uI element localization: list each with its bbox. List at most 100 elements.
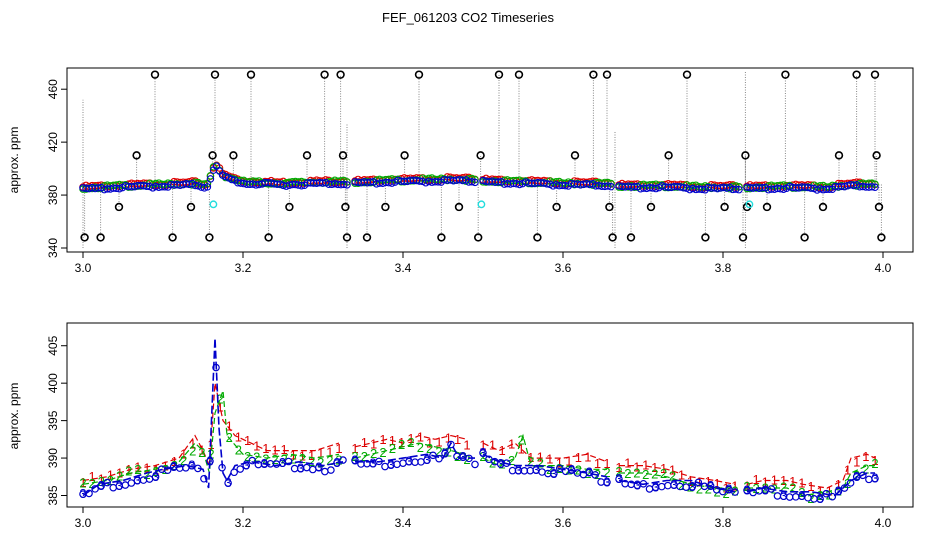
data-point (321, 467, 329, 476)
data-point (435, 454, 443, 463)
outlier-point (336, 70, 345, 79)
series-glyph: 3 (689, 479, 696, 494)
series-glyph: 3 (670, 477, 677, 492)
series-glyph: 1 (317, 445, 324, 460)
figure-title: FEF_061203 CO2 Timeseries (382, 10, 554, 25)
series-line-3 (746, 472, 875, 497)
series-glyph: 2 (651, 467, 658, 482)
series-glyph: 2 (407, 435, 414, 450)
data-point (97, 482, 105, 490)
outlier-point (342, 233, 352, 242)
outlier-point (781, 70, 790, 79)
series-glyph: 3 (98, 478, 105, 493)
series-glyph: 3 (479, 445, 486, 460)
data-point (91, 485, 99, 493)
series-glyph: 1 (714, 476, 721, 491)
series-glyph: 1 (835, 477, 842, 492)
data-point (212, 363, 220, 372)
series-glyph: 3 (297, 461, 304, 476)
outlier-point (400, 151, 409, 160)
y-tick-label: 340 (46, 238, 60, 258)
series-glyph: 1 (798, 475, 805, 490)
series-glyph: 3 (780, 488, 787, 503)
series-glyph: 1 (253, 439, 260, 454)
series-glyph: 2 (518, 432, 525, 447)
outlier-point (168, 233, 177, 242)
series-line-3 (355, 441, 475, 463)
series-glyph: 1 (678, 467, 685, 482)
series-glyph: 2 (98, 474, 105, 489)
outlier-point (664, 151, 673, 160)
series-glyph: 3 (762, 482, 769, 497)
y-tick-label: 380 (46, 185, 60, 205)
x-tick-label: 3.6 (555, 516, 572, 530)
series-glyph: 2 (326, 453, 333, 468)
series-glyph: 2 (290, 452, 297, 467)
outlier-point (210, 70, 220, 79)
outlier-point (834, 151, 844, 160)
data-point (604, 182, 612, 190)
outlier-point (362, 233, 372, 242)
series-glyph: 3 (603, 474, 610, 489)
data-point (121, 481, 130, 489)
series-glyph: 1 (271, 442, 278, 457)
series-glyph: 1 (862, 449, 869, 464)
series-glyph: 3 (224, 475, 231, 490)
data-point (825, 185, 834, 194)
series-glyph: 1 (844, 463, 851, 478)
outlier-point (229, 151, 238, 160)
data-point (388, 179, 396, 187)
series-glyph: 1 (171, 454, 178, 469)
data-point (297, 181, 306, 190)
outlier-point (877, 233, 886, 242)
data-point (343, 181, 351, 189)
series-glyph: 2 (463, 452, 470, 467)
series-glyph: 2 (862, 462, 869, 477)
series-glyph: 3 (243, 457, 250, 472)
data-point (767, 485, 776, 493)
series-glyph: 2 (498, 456, 505, 471)
y-tick-label: 420 (46, 132, 60, 152)
series-glyph: 1 (731, 479, 738, 494)
data-point (227, 175, 236, 184)
series-glyph: 2 (198, 445, 205, 460)
series-glyph: 2 (143, 467, 150, 482)
series-glyph: 2 (180, 453, 187, 468)
series-line-1 (82, 383, 340, 482)
series-glyph: 1 (226, 419, 233, 434)
series-glyph: 1 (445, 431, 452, 446)
series-glyph: 3 (261, 456, 268, 471)
x-tick-label: 4.0 (875, 516, 892, 530)
outlier-point (762, 202, 772, 212)
series-glyph: 1 (508, 436, 515, 451)
data-point (242, 461, 251, 470)
outlier-point (533, 233, 542, 242)
data-point (248, 456, 257, 465)
series-glyph: 1 (125, 462, 132, 477)
y-tick-label: 390 (46, 448, 60, 468)
data-point (731, 488, 739, 496)
series-glyph: 2 (853, 468, 860, 483)
series-glyph: 1 (705, 474, 712, 489)
series-glyph: 3 (586, 464, 593, 479)
series-glyph: 3 (725, 482, 732, 497)
outlier-point (246, 70, 256, 79)
series-line-2 (82, 390, 340, 485)
data-point (333, 459, 341, 467)
outlier-point (552, 202, 561, 212)
data-point (339, 456, 347, 464)
series-glyph: 2 (705, 482, 712, 497)
data-point (846, 479, 855, 487)
series-glyph: 1 (498, 443, 505, 458)
series-glyph: 2 (89, 476, 96, 491)
y-tick-label: 385 (46, 485, 60, 505)
series-glyph: 2 (426, 441, 433, 456)
series-glyph: 2 (398, 437, 405, 452)
data-point (284, 457, 293, 466)
outlier-point (80, 233, 89, 242)
series-glyph: 2 (603, 465, 610, 480)
series-glyph: 1 (89, 469, 96, 484)
series-line-2 (747, 465, 875, 497)
data-point (652, 184, 660, 193)
